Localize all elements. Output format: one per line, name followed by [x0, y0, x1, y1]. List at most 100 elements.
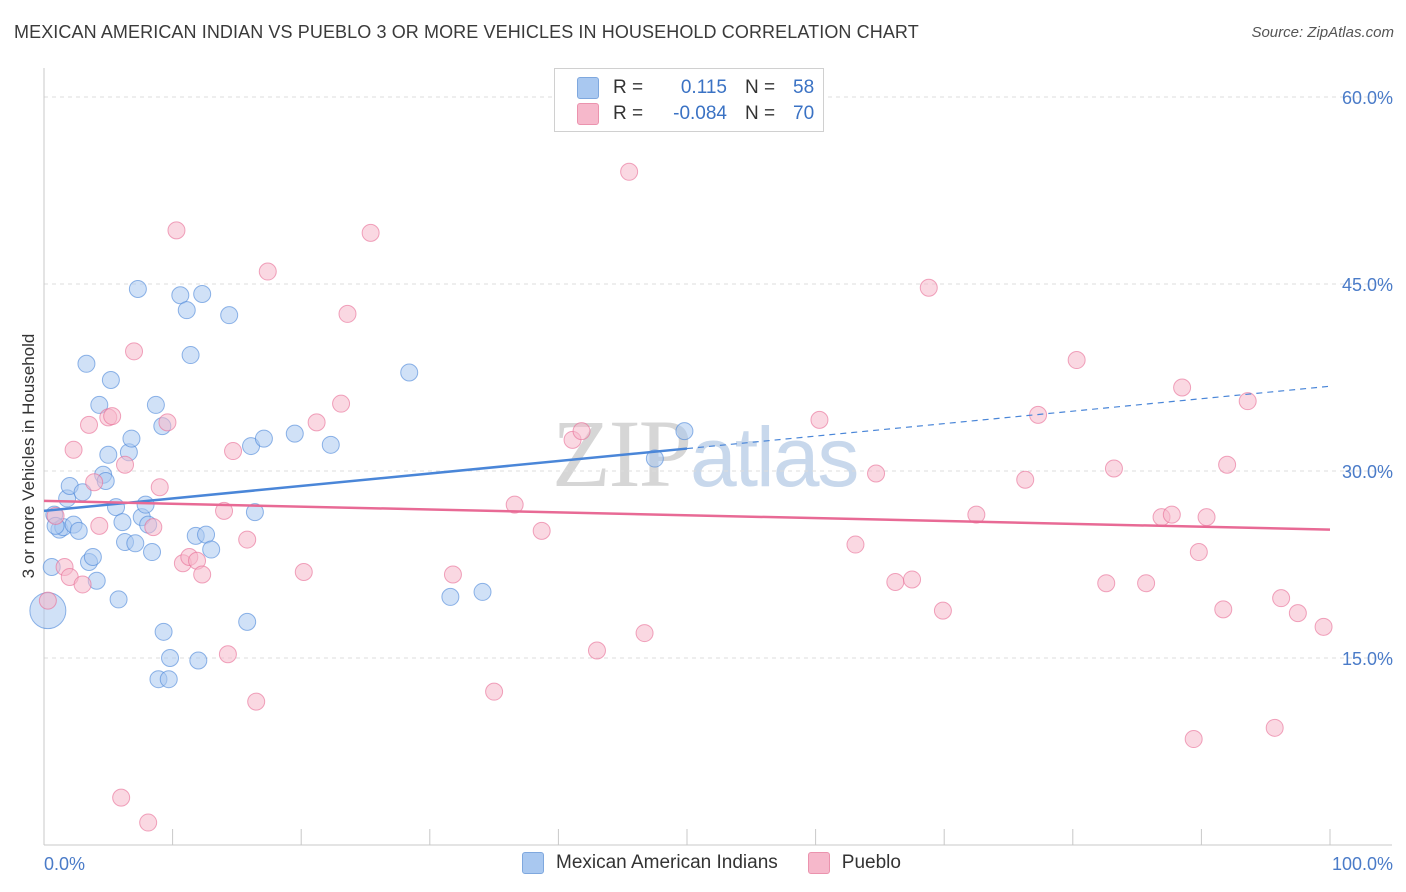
data-point	[159, 670, 178, 689]
data-point	[112, 788, 131, 807]
data-point	[1218, 455, 1237, 474]
data-point	[294, 562, 313, 581]
legend-swatch-blue	[522, 852, 544, 874]
data-point	[150, 478, 169, 497]
data-point	[886, 572, 905, 591]
legend-n-value: 58	[793, 77, 815, 98]
data-point	[1097, 574, 1116, 593]
chart-title: MEXICAN AMERICAN INDIAN VS PUEBLO 3 OR M…	[14, 22, 919, 42]
data-point	[1016, 470, 1035, 489]
data-point	[903, 570, 922, 589]
data-point	[83, 548, 102, 567]
data-point	[867, 464, 886, 483]
data-point	[126, 534, 145, 553]
data-point	[846, 535, 865, 554]
legend-label: Mexican American Indians	[556, 852, 778, 873]
data-point	[197, 525, 216, 544]
data-point	[64, 440, 83, 459]
legend-item-mexican-american-indians[interactable]: Mexican American Indians	[522, 852, 778, 874]
data-point	[675, 422, 694, 441]
data-point	[1189, 543, 1208, 562]
data-point	[38, 591, 57, 610]
data-point	[443, 565, 462, 584]
legend-row-mexican-american-indians: R = 0.115 N = 58	[577, 75, 814, 101]
data-point	[635, 624, 654, 643]
data-point	[247, 692, 266, 711]
data-point	[338, 304, 357, 323]
x-tick-label: 0.0%	[44, 854, 85, 874]
data-point	[1214, 600, 1233, 619]
data-point	[46, 506, 65, 525]
data-point	[810, 410, 829, 429]
data-point	[122, 429, 141, 448]
data-point	[202, 540, 221, 559]
y-tick-label: 60.0%	[1342, 88, 1393, 108]
trend-line-mexican-american-indians	[43, 447, 688, 513]
data-point	[220, 306, 239, 325]
data-point	[224, 442, 243, 461]
data-point	[143, 543, 162, 562]
data-point	[144, 518, 163, 537]
legend-r-value: -0.084	[673, 103, 727, 124]
data-point	[77, 354, 96, 373]
legend-row-pueblo: R = -0.084 N = 70	[577, 101, 814, 127]
data-point	[1184, 730, 1203, 749]
axes	[43, 68, 1392, 846]
data-point	[572, 422, 591, 441]
data-point	[1104, 459, 1123, 478]
legend-r-label: R =	[613, 103, 644, 124]
data-point	[109, 590, 128, 609]
data-point	[116, 455, 135, 474]
data-point	[193, 565, 212, 584]
data-point	[171, 286, 190, 305]
legend-n-label: N =	[745, 77, 776, 98]
data-point	[177, 301, 196, 320]
data-point	[181, 346, 200, 365]
data-point	[125, 342, 144, 361]
source-credit: Source: ZipAtlas.com	[1251, 24, 1394, 41]
data-point	[154, 622, 173, 641]
data-point	[80, 415, 99, 434]
data-point	[218, 645, 237, 664]
data-point	[933, 601, 952, 620]
y-axis-label: 3 or more Vehicles in Household	[19, 334, 38, 579]
series-legend: Mexican American Indians Pueblo	[522, 852, 931, 874]
correlation-legend: R = 0.115 N = 58 R = -0.084 N = 70	[554, 68, 824, 132]
data-point	[73, 575, 92, 594]
trend-line-pueblo	[43, 499, 1331, 531]
data-point	[238, 530, 257, 549]
data-point	[103, 407, 122, 426]
data-point	[1137, 574, 1156, 593]
data-point	[620, 162, 639, 181]
data-point	[400, 363, 419, 382]
legend-item-pueblo[interactable]: Pueblo	[807, 852, 901, 874]
trend-line-extension-mexican-american-indians	[686, 385, 1331, 450]
series-pueblo	[38, 162, 1333, 832]
data-point	[254, 429, 273, 448]
watermark: ZIPatlas	[552, 398, 859, 509]
data-point	[258, 262, 277, 281]
watermark-atlas: atlas	[690, 410, 859, 504]
data-point	[69, 521, 88, 540]
y-tick-label: 15.0%	[1342, 649, 1393, 669]
axis-labels: 15.0% 30.0% 45.0% 60.0% 0.0% 100.0% 3 or more …	[19, 88, 1393, 874]
legend-n-label: N =	[745, 103, 776, 124]
data-point	[1197, 508, 1216, 527]
data-point	[85, 473, 104, 492]
data-point	[645, 449, 664, 468]
series-mexican-american-indians	[29, 279, 694, 689]
legend-r-value: 0.115	[680, 77, 727, 98]
x-tick-label: 100.0%	[1332, 854, 1393, 874]
legend-swatch-blue	[577, 77, 599, 99]
data-point	[361, 223, 380, 242]
data-point	[238, 612, 257, 631]
data-point	[919, 278, 938, 297]
data-point	[99, 445, 118, 464]
data-point	[1162, 505, 1181, 524]
y-tick-label: 30.0%	[1342, 462, 1393, 482]
legend-r-label: R =	[613, 77, 644, 98]
data-point	[473, 582, 492, 601]
data-point	[1272, 589, 1291, 608]
data-point	[136, 495, 155, 514]
data-point	[167, 221, 186, 240]
